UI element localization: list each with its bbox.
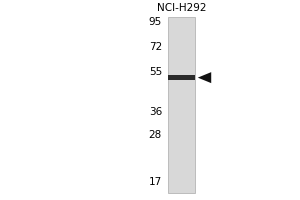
Text: 95: 95 xyxy=(149,17,162,27)
Text: 36: 36 xyxy=(149,107,162,117)
Bar xyxy=(168,17,195,193)
Text: 28: 28 xyxy=(149,130,162,140)
Bar xyxy=(168,75,195,80)
Text: 17: 17 xyxy=(149,177,162,187)
Text: NCI-H292: NCI-H292 xyxy=(157,3,206,13)
Text: 55: 55 xyxy=(149,67,162,77)
Text: 72: 72 xyxy=(149,42,162,52)
Polygon shape xyxy=(198,72,211,83)
